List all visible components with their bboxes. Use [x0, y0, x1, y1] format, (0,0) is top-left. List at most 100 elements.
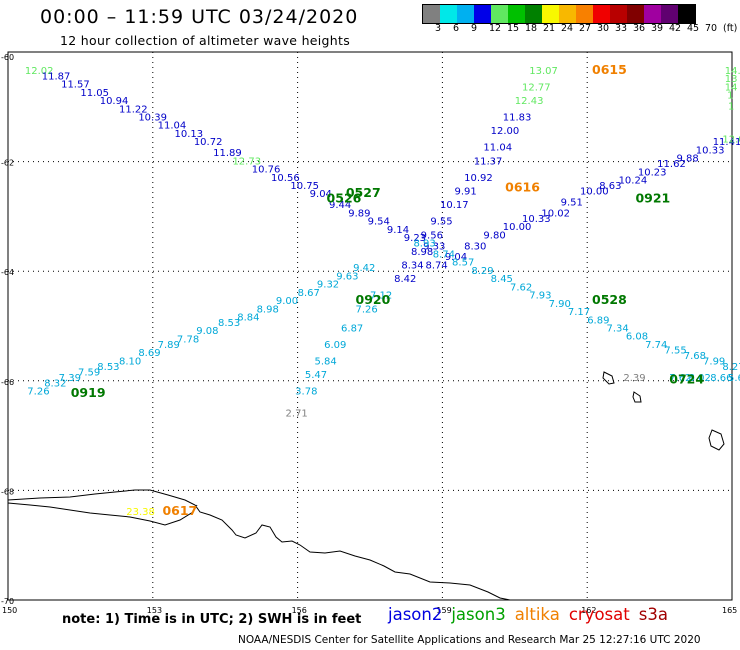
swh-value-label: 8.93 — [413, 239, 435, 250]
swh-value-label: 10.24 — [619, 176, 648, 187]
legend-jason2: jason2 — [388, 605, 443, 624]
colorbar-label: 70 — [705, 23, 718, 34]
swh-value-label: 9.80 — [483, 230, 505, 241]
swh-value-label: 11.22 — [119, 104, 148, 115]
swh-value-label: 8.67 — [298, 288, 320, 299]
swh-value-label: 9.55 — [430, 217, 452, 228]
pass-time-label: 0921 — [635, 191, 670, 206]
colorbar-label: 45 — [687, 23, 700, 34]
track-jason3: 0527 — [346, 185, 381, 200]
swh-value-label: 10.75 — [290, 181, 319, 192]
swh-value-label: 11.41 — [713, 137, 740, 148]
pass-time-label: 0724 — [669, 372, 704, 387]
swh-value-label: 10.76 — [252, 165, 281, 176]
swh-value-label: 8.69 — [138, 348, 160, 359]
swh-value-label: 5.6 — [728, 373, 740, 384]
lat-tick-label: -62 — [1, 159, 14, 168]
legend-jason3: jason3 — [451, 605, 506, 624]
colorbar-label: 24 — [561, 23, 574, 34]
swh-value-label: 12.77 — [522, 82, 551, 93]
lon-tick-label: 150 — [2, 606, 17, 615]
pass-time-label: 0617 — [162, 503, 197, 518]
colorbar-label: 15 — [507, 23, 520, 34]
colorbar-cell — [593, 5, 610, 23]
colorbar-label: 18 — [525, 23, 538, 34]
colorbar-label: 36 — [633, 23, 646, 34]
swh-value-label: 7.78 — [177, 334, 199, 345]
colorbar-label: 39 — [651, 23, 664, 34]
pass-time-label: 0526 — [327, 191, 362, 206]
note-text: note: 1) Time is in UTC; 2) SWH is in fe… — [62, 612, 362, 627]
swh-value-label: 8.98 — [257, 304, 279, 315]
swh-value-label: 7.12 — [370, 291, 392, 302]
colorbar-cell — [542, 5, 559, 23]
swh-value-label: 14 — [725, 82, 738, 93]
coastline-new-britain — [7, 489, 511, 601]
swh-value-label: 8.34 — [401, 260, 423, 271]
swh-value-label: 8.27 — [722, 362, 740, 373]
swh-value-label: 3.78 — [295, 387, 317, 398]
swh-value-label: 8.32 — [44, 378, 66, 389]
swh-value-label: 7.68 — [684, 351, 706, 362]
colorbar-label: 9 — [471, 23, 478, 34]
pass-time-label: 0615 — [592, 62, 627, 77]
swh-value-label: 13 — [725, 74, 738, 85]
swh-value-label: 10.23 — [638, 167, 667, 178]
coastline-islet-3 — [708, 429, 725, 451]
swh-value-label: 8.74 — [426, 260, 448, 271]
swh-value-label: 11.37 — [474, 156, 503, 167]
swh-value-label: 10.72 — [194, 137, 223, 148]
lat-tick-label: -60 — [1, 53, 14, 62]
pass-time-label: 0920 — [356, 292, 391, 307]
swh-value-label: 12.02 — [25, 66, 54, 77]
footer-credit: NOAA/NESDIS Center for Satellite Applica… — [238, 634, 701, 646]
coastline — [7, 371, 725, 601]
track-altika: 23.38 0617 — [126, 503, 197, 518]
lon-tick-label: 162 — [581, 606, 596, 615]
colorbar-cell — [661, 5, 678, 23]
swh-value-label: 6.09 — [324, 340, 346, 351]
lat-tick-label: -68 — [1, 487, 14, 496]
swh-value-label: 10.92 — [464, 173, 493, 184]
swh-value-label: 1 — [728, 102, 734, 113]
colorbar-label: 12 — [489, 23, 502, 34]
swh-value-label: 9.04 — [310, 189, 332, 200]
track-jason3: 7.12 7.26 6.87 6.09 5.84 5.47 3.78 2.71 0920 — [286, 291, 393, 420]
track-jason3: 8.938.748.578.298.457.627.937.907.176.89… — [413, 239, 740, 373]
swh-value-label: 23.38 — [126, 507, 155, 518]
track-jason3: 7.268.327.397.598.53 8.108.697.897.789.08… — [27, 263, 375, 400]
swh-value-label: 7.55 — [664, 345, 686, 356]
colorbar-cell — [576, 5, 593, 23]
swh-value-label: 7.26 — [27, 387, 49, 398]
swh-value-label: 6.08 — [626, 332, 648, 343]
swh-value-label: 8.30 — [464, 241, 486, 252]
swh-value-label: 10.33 — [522, 214, 551, 225]
track-altika: 0616 — [505, 180, 540, 195]
swh-value-label: 8.29 — [471, 266, 493, 277]
colorbar-cell — [525, 5, 542, 23]
swh-value-label: 8.02 — [689, 373, 711, 384]
mission-legend: jason2 jason3 altika cryosat s3a — [388, 605, 677, 624]
lon-tick-label: 156 — [292, 606, 307, 615]
swh-value-label: 12.73 — [232, 156, 261, 167]
swh-value-label: 1 — [727, 91, 733, 102]
swh-value-label: 7.17 — [568, 307, 590, 318]
swh-value-label: 7.99 — [703, 356, 725, 367]
swh-value-label: 10.00 — [580, 186, 609, 197]
track-jason3: 2.39 7.628.028.665.6 0724 — [623, 372, 740, 387]
swh-value-label: 6.87 — [341, 323, 363, 334]
colorbar-cell — [610, 5, 627, 23]
swh-value-label: 9.88 — [676, 154, 698, 165]
lat-tick-label: -70 — [1, 597, 14, 606]
swh-value-label: 9.54 — [368, 217, 390, 228]
lat-tick-label: -64 — [1, 268, 14, 277]
legend-s3a: s3a — [638, 605, 668, 624]
legend-cryosat: cryosat — [568, 605, 630, 624]
colorbar-cell — [508, 5, 525, 23]
swh-value-label: 2.71 — [286, 408, 308, 419]
swh-value-label: 11.04 — [158, 121, 187, 132]
colorbar-cell — [474, 5, 491, 23]
swh-value-label: 9.51 — [561, 197, 583, 208]
swh-value-label: 9.63 — [336, 271, 358, 282]
colorbar-label: 30 — [597, 23, 610, 34]
